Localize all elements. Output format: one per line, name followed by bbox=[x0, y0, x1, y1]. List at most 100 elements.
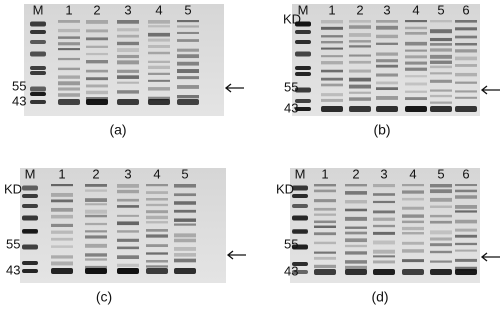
band bbox=[148, 99, 170, 105]
band bbox=[430, 48, 452, 52]
band bbox=[117, 246, 139, 250]
band bbox=[405, 90, 427, 93]
band bbox=[373, 255, 395, 258]
band bbox=[345, 269, 367, 275]
band bbox=[455, 64, 477, 67]
band bbox=[373, 217, 395, 221]
band bbox=[314, 220, 336, 224]
marker-band bbox=[292, 185, 308, 191]
band bbox=[51, 230, 73, 234]
band bbox=[177, 54, 199, 59]
band bbox=[430, 260, 452, 263]
band bbox=[455, 228, 477, 232]
band bbox=[117, 48, 139, 53]
band bbox=[51, 223, 73, 227]
band bbox=[85, 184, 107, 187]
band bbox=[117, 34, 139, 38]
band bbox=[51, 184, 73, 187]
band bbox=[373, 193, 395, 196]
band bbox=[314, 256, 336, 260]
marker-band bbox=[30, 100, 46, 104]
band bbox=[455, 90, 477, 93]
unit-label: KD bbox=[4, 181, 22, 196]
band bbox=[58, 28, 80, 33]
band bbox=[314, 213, 336, 216]
band bbox=[430, 214, 452, 218]
band bbox=[51, 237, 73, 241]
band bbox=[455, 42, 477, 46]
band bbox=[455, 242, 477, 246]
band bbox=[430, 94, 452, 98]
band bbox=[321, 98, 343, 102]
band bbox=[85, 189, 107, 192]
band bbox=[345, 184, 367, 187]
band bbox=[430, 250, 452, 254]
band bbox=[117, 75, 139, 79]
band bbox=[148, 60, 170, 64]
marker-band bbox=[292, 262, 308, 266]
band bbox=[146, 265, 168, 268]
band bbox=[455, 27, 477, 31]
band bbox=[455, 106, 477, 112]
band bbox=[321, 47, 343, 50]
band bbox=[174, 201, 196, 205]
marker-band bbox=[295, 107, 311, 111]
band bbox=[405, 31, 427, 35]
band bbox=[86, 45, 108, 48]
caption: (c) bbox=[96, 289, 112, 305]
caption: (b) bbox=[373, 122, 390, 138]
band bbox=[117, 238, 139, 242]
arrow-head bbox=[226, 250, 234, 260]
lane-label: 3 bbox=[124, 2, 131, 17]
marker-band bbox=[292, 204, 308, 208]
band bbox=[321, 77, 343, 81]
band bbox=[455, 72, 477, 77]
band bbox=[455, 249, 477, 252]
band bbox=[58, 81, 80, 86]
lane-label: 1 bbox=[328, 2, 335, 17]
band bbox=[455, 81, 477, 84]
band bbox=[117, 28, 139, 32]
band bbox=[174, 184, 196, 188]
band bbox=[376, 25, 398, 30]
band bbox=[455, 205, 477, 209]
band bbox=[85, 265, 107, 270]
band bbox=[373, 260, 395, 264]
band bbox=[349, 84, 371, 89]
band bbox=[349, 77, 371, 82]
band bbox=[349, 54, 371, 57]
band bbox=[117, 99, 139, 105]
lane-label: 1 bbox=[58, 166, 65, 181]
lane-label: 2 bbox=[92, 166, 99, 181]
band bbox=[376, 106, 398, 112]
band bbox=[430, 72, 452, 75]
marker-band bbox=[292, 229, 308, 233]
band bbox=[455, 195, 477, 199]
band bbox=[117, 60, 139, 65]
band bbox=[402, 226, 424, 231]
marker-band bbox=[292, 194, 308, 198]
arrow-head bbox=[480, 252, 488, 262]
band bbox=[86, 37, 108, 41]
band bbox=[314, 264, 336, 269]
band bbox=[148, 96, 170, 101]
band bbox=[86, 60, 108, 64]
band bbox=[51, 199, 73, 203]
band bbox=[314, 232, 336, 236]
band bbox=[117, 189, 139, 194]
lane-label: 3 bbox=[383, 2, 390, 17]
marker-band bbox=[30, 40, 46, 44]
band bbox=[86, 52, 108, 56]
gel-panel bbox=[292, 4, 480, 116]
band bbox=[405, 106, 427, 112]
band bbox=[430, 189, 452, 194]
band bbox=[349, 20, 371, 23]
band bbox=[405, 82, 427, 86]
band bbox=[85, 209, 107, 214]
band bbox=[117, 54, 139, 59]
band bbox=[430, 106, 452, 112]
size-label: 55 bbox=[284, 79, 298, 94]
marker-label: M bbox=[33, 2, 44, 17]
band bbox=[376, 52, 398, 56]
band bbox=[405, 26, 427, 30]
